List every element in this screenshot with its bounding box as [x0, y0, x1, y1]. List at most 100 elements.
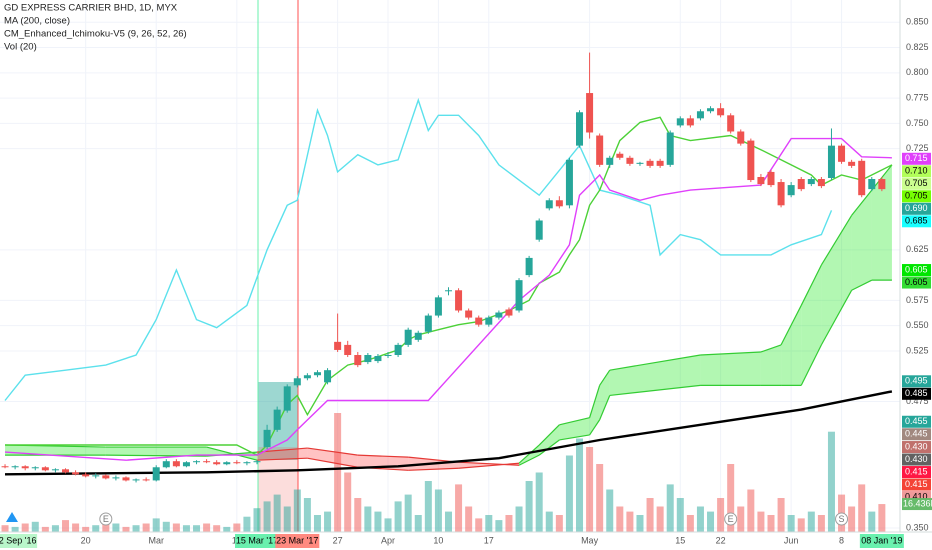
price-badge-label: 0.410 — [905, 491, 928, 501]
volume-bar — [434, 489, 442, 532]
volume-bar — [364, 506, 372, 532]
date-badge — [275, 534, 320, 548]
cloud-fill — [821, 215, 852, 345]
y-tick-label: 0.750 — [906, 118, 929, 128]
volume-bar — [485, 515, 493, 532]
candle-body — [92, 475, 100, 477]
x-tick-label: 27 — [333, 535, 343, 545]
candle-body — [565, 159, 573, 206]
volume-bar — [626, 511, 634, 532]
candle-body — [424, 315, 432, 332]
volume-bar — [576, 438, 584, 532]
date-badge — [0, 534, 38, 548]
cloud-edge — [589, 385, 601, 418]
legend-item: Vol (20) — [4, 41, 37, 52]
volume-bar — [122, 526, 130, 532]
cloud-edge — [307, 457, 358, 468]
logo-icon[interactable] — [6, 512, 18, 522]
candle-body — [162, 461, 170, 468]
x-tick-label: 15 — [675, 535, 685, 545]
volume-bar — [21, 523, 29, 532]
candle-body — [273, 409, 281, 430]
y-tick-label: 0.800 — [906, 67, 929, 77]
candle-body — [364, 355, 372, 363]
cloud-edge — [760, 344, 782, 353]
volume-bar — [696, 506, 704, 532]
volume-bar — [162, 521, 170, 532]
cloud-edge — [538, 424, 560, 446]
volume-bar — [515, 506, 523, 532]
candle-body — [707, 108, 715, 112]
candle-body — [727, 115, 735, 132]
volume-bar — [787, 515, 795, 532]
candle-body — [485, 317, 493, 325]
cloud-fill — [5, 445, 106, 456]
price-badge-label: 0.430 — [905, 441, 928, 451]
indicator-line — [4, 390, 893, 476]
volume-bar — [757, 511, 765, 532]
candle-body — [807, 179, 815, 185]
candle-body — [555, 200, 563, 207]
x-tick-label: May — [581, 535, 599, 545]
cloud-edge — [518, 454, 540, 466]
candle-body — [253, 461, 261, 463]
cloud-edge — [820, 215, 853, 266]
volume-bar — [475, 518, 483, 532]
volume-bar — [404, 494, 412, 532]
volume-bar — [616, 506, 624, 532]
cloud-fill — [851, 190, 872, 291]
y-tick-label: 0.350 — [906, 522, 929, 532]
volume-bar — [666, 484, 674, 532]
cloud-fill — [700, 351, 761, 386]
volume-bar — [555, 515, 563, 532]
volume-bar — [384, 518, 392, 532]
volume-bar — [747, 489, 755, 532]
candle-body — [142, 479, 150, 481]
price-badge-label: 0.445 — [905, 429, 928, 439]
cloud-edge — [518, 444, 540, 464]
volume-bar — [253, 508, 261, 532]
legend-item: MA (200, close) — [4, 15, 70, 26]
volume-bar — [11, 526, 19, 532]
price-badge-label: 0.605 — [905, 264, 928, 274]
price-badge-label: 0.685 — [905, 216, 928, 226]
event-label: E — [103, 514, 109, 524]
volume-badge-label: 16.436M — [903, 498, 932, 508]
candle-body — [696, 111, 704, 119]
candle-body — [213, 462, 221, 465]
volume-bar — [646, 498, 654, 532]
candle-body — [384, 355, 392, 357]
candle-body — [394, 344, 402, 356]
cloud-edge — [458, 461, 520, 466]
price-badge — [902, 441, 931, 454]
candle-body — [243, 462, 251, 464]
candle-body — [324, 370, 332, 383]
volume-bar — [213, 525, 221, 532]
volume-bar — [455, 484, 463, 532]
volume-bar — [303, 498, 311, 532]
volume-bar — [827, 431, 835, 532]
volume-bar — [777, 498, 785, 532]
logo[interactable] — [6, 512, 18, 522]
price-badge-label: 0.485 — [905, 388, 928, 398]
volume-bar — [596, 464, 604, 532]
volume-bar — [193, 525, 201, 532]
indicator-line — [4, 137, 892, 461]
candle-body — [848, 161, 856, 166]
indicator-line — [5, 116, 893, 456]
volume-bar — [182, 525, 190, 532]
cloud-fill — [539, 424, 560, 456]
volume-bar — [505, 515, 513, 532]
price-badge-label: 0.415 — [905, 466, 928, 476]
x-tick-label: Apr — [381, 535, 395, 545]
candle-body — [414, 332, 422, 340]
cloud-edge — [851, 189, 873, 216]
candle-body — [515, 280, 523, 311]
volume-bar — [707, 511, 715, 532]
cloud-edge — [307, 447, 358, 456]
candle-body — [535, 220, 543, 240]
y-tick-label: 0.575 — [906, 295, 929, 305]
candle-body — [263, 429, 271, 448]
cloud-fill — [307, 448, 358, 468]
volume-bar — [586, 447, 594, 532]
